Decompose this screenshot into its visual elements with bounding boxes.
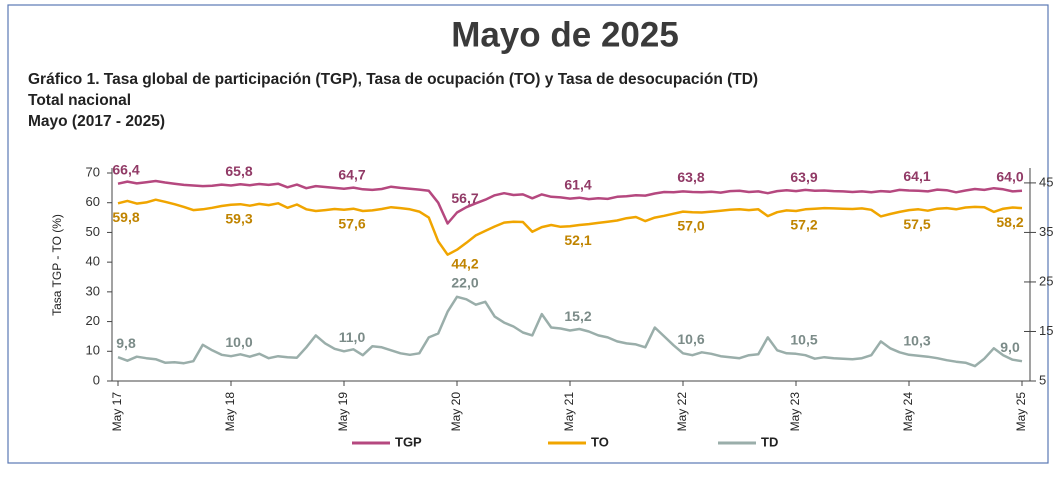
y2-tick-label: 35 [1039, 224, 1053, 239]
y-axis-label: Tasa TGP - TO (%) [50, 214, 64, 316]
subtitle: Mayo (2017 - 2025) [28, 113, 165, 130]
y-tick-label: 0 [93, 372, 100, 387]
data-label: 64,7 [338, 166, 365, 182]
data-label: 10,3 [903, 332, 930, 348]
data-label: 59,8 [112, 209, 139, 225]
y2-tick-label: 25 [1039, 273, 1053, 288]
legend-label: TGP [395, 434, 422, 449]
data-label: 57,0 [677, 217, 704, 233]
frame [7, 4, 1049, 464]
line-series [117, 198, 1023, 256]
x-tick-label: May 24 [901, 392, 915, 432]
data-label: 10,6 [677, 331, 704, 347]
x-tick-label: May 25 [1014, 392, 1028, 432]
data-label: 52,1 [564, 232, 591, 248]
line-series [117, 179, 1023, 225]
x-tick-label: May 19 [336, 392, 350, 432]
data-label: 57,5 [903, 216, 930, 232]
data-label: 11,0 [339, 329, 366, 345]
x-tick-label: May 23 [788, 392, 802, 432]
x-tick-label: May 21 [562, 392, 576, 432]
y-tick-label: 10 [86, 343, 100, 358]
x-tick-label: May 17 [110, 392, 124, 432]
y2-tick-label: 5 [1039, 372, 1046, 387]
data-label: 58,2 [996, 214, 1023, 230]
data-label: 56,7 [451, 190, 478, 206]
data-label: 44,2 [451, 255, 478, 271]
y-tick-label: 60 [86, 194, 100, 209]
data-label: 57,6 [338, 216, 365, 232]
y-tick-label: 40 [86, 254, 100, 269]
legend-label: TD [761, 434, 778, 449]
y-tick-label: 70 [86, 164, 100, 179]
x-tick-label: May 22 [675, 392, 689, 432]
data-label: 63,9 [790, 169, 817, 185]
data-label: 22,0 [451, 275, 478, 291]
subtitle: Gráfico 1. Tasa global de participación … [28, 71, 758, 88]
data-label: 65,8 [225, 163, 252, 179]
x-tick-label: May 20 [449, 392, 463, 432]
data-label: 15,2 [564, 308, 591, 324]
y-tick-label: 30 [86, 283, 100, 298]
y-tick-label: 20 [86, 313, 100, 328]
data-label: 9,0 [1000, 339, 1020, 355]
y2-tick-label: 45 [1039, 174, 1053, 189]
y2-tick-label: 15 [1039, 323, 1053, 338]
data-label: 64,1 [903, 168, 930, 184]
data-label: 10,5 [790, 331, 817, 347]
data-label: 57,2 [790, 217, 817, 233]
data-label: 59,3 [225, 210, 252, 226]
data-label: 64,0 [996, 169, 1023, 185]
data-label: 10,0 [225, 334, 252, 350]
data-label: 9,8 [116, 335, 136, 351]
chart-title: Mayo de 2025 [451, 15, 679, 54]
data-label: 61,4 [564, 176, 591, 192]
line-series [117, 295, 1023, 368]
y-tick-label: 50 [86, 224, 100, 239]
data-label: 66,4 [112, 161, 139, 177]
data-label: 63,8 [677, 169, 704, 185]
subtitle: Total nacional [28, 92, 131, 109]
legend-label: TO [591, 434, 609, 449]
x-tick-label: May 18 [223, 392, 237, 432]
